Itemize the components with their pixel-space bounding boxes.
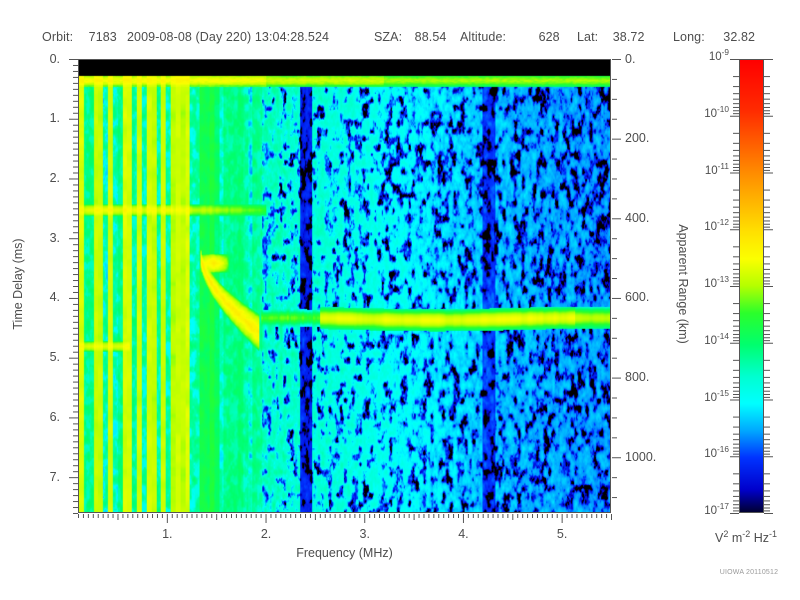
lat-value: 38.72 [612, 30, 645, 44]
datetime-value: 2009-08-08 (Day 220) 13:04:28.524 [127, 30, 330, 44]
bottom-axis-title: Frequency (MHz) [296, 546, 393, 560]
right-tick-label: 800. [625, 370, 650, 385]
sza-label: SZA: [374, 30, 403, 44]
spectrogram-canvas [79, 60, 610, 512]
long-label: Long: [673, 30, 705, 44]
right-axis-ticks [612, 59, 621, 499]
colorbar-tick-label: 10-11 [704, 161, 729, 177]
bottom-tick-label: 1. [162, 527, 173, 541]
lat-field: Lat: 38.72 [577, 30, 645, 44]
long-field: Long: 32.82 [673, 30, 755, 44]
left-tick-label: 0. [49, 51, 60, 66]
colorbar-tick-label: 10-9 [708, 48, 729, 63]
right-tick-label: 400. [625, 210, 650, 225]
altitude-field: Altitude: 628 [460, 30, 560, 44]
left-tick-label: 2. [49, 170, 60, 185]
ionogram-plot-area [78, 59, 611, 513]
right-tick-label: 0. [625, 51, 636, 66]
left-tick-label: 4. [49, 290, 60, 305]
colorbar-tick-label: 10-16 [704, 445, 729, 461]
left-axis-title: Time Delay (ms) [11, 238, 25, 330]
left-tick-label: 1. [49, 111, 60, 126]
bottom-tick-label: 5. [556, 527, 568, 541]
orbit-value: 7183 [88, 30, 117, 44]
right-tick-label: 200. [625, 131, 650, 146]
credit-watermark: UIOWA 20110512 [719, 569, 779, 576]
bottom-tick-label: 4. [458, 527, 469, 541]
altitude-label: Altitude: [460, 30, 507, 44]
sza-field: SZA: 88.54 [374, 30, 446, 44]
bottom-tick-label: 3. [359, 527, 370, 541]
orbit-label: Orbit: [42, 30, 74, 44]
left-tick-label: 3. [49, 230, 60, 245]
bottom-tick-label: 2. [260, 527, 272, 541]
colorbar-unit-label: V2 m-2 Hz-1 [714, 528, 778, 545]
left-tick-label: 5. [49, 350, 60, 365]
colorbar-tick-label: 10-14 [704, 331, 729, 347]
right-tick-label: 600. [625, 290, 650, 305]
colorbar-tick-label: 10-15 [704, 388, 729, 404]
colorbar-gradient [740, 60, 763, 512]
metadata-header: Orbit: 7183 2009-08-08 (Day 220) 13:04:2… [0, 30, 800, 48]
bottom-axis-ticks [78, 514, 612, 523]
right-tick-label: 1000. [625, 449, 657, 464]
colorbar-tick-label: 10-12 [704, 218, 729, 234]
colorbar-tick-label: 10-17 [704, 502, 729, 517]
colorbar-tick-label: 10-10 [704, 104, 729, 120]
long-value: 32.82 [723, 30, 756, 44]
colorbar-tick-label: 10-13 [704, 275, 729, 290]
colorbar [739, 59, 764, 513]
left-tick-label: 6. [49, 409, 60, 424]
sza-value: 88.54 [414, 30, 447, 44]
orbit-field: Orbit: 7183 [42, 30, 117, 44]
right-axis-title: Apparent Range (km) [676, 224, 690, 344]
lat-label: Lat: [577, 30, 599, 44]
altitude-value: 628 [538, 30, 560, 44]
datetime-field: 2009-08-08 (Day 220) 13:04:28.524 [127, 30, 329, 44]
left-tick-label: 7. [49, 469, 60, 484]
